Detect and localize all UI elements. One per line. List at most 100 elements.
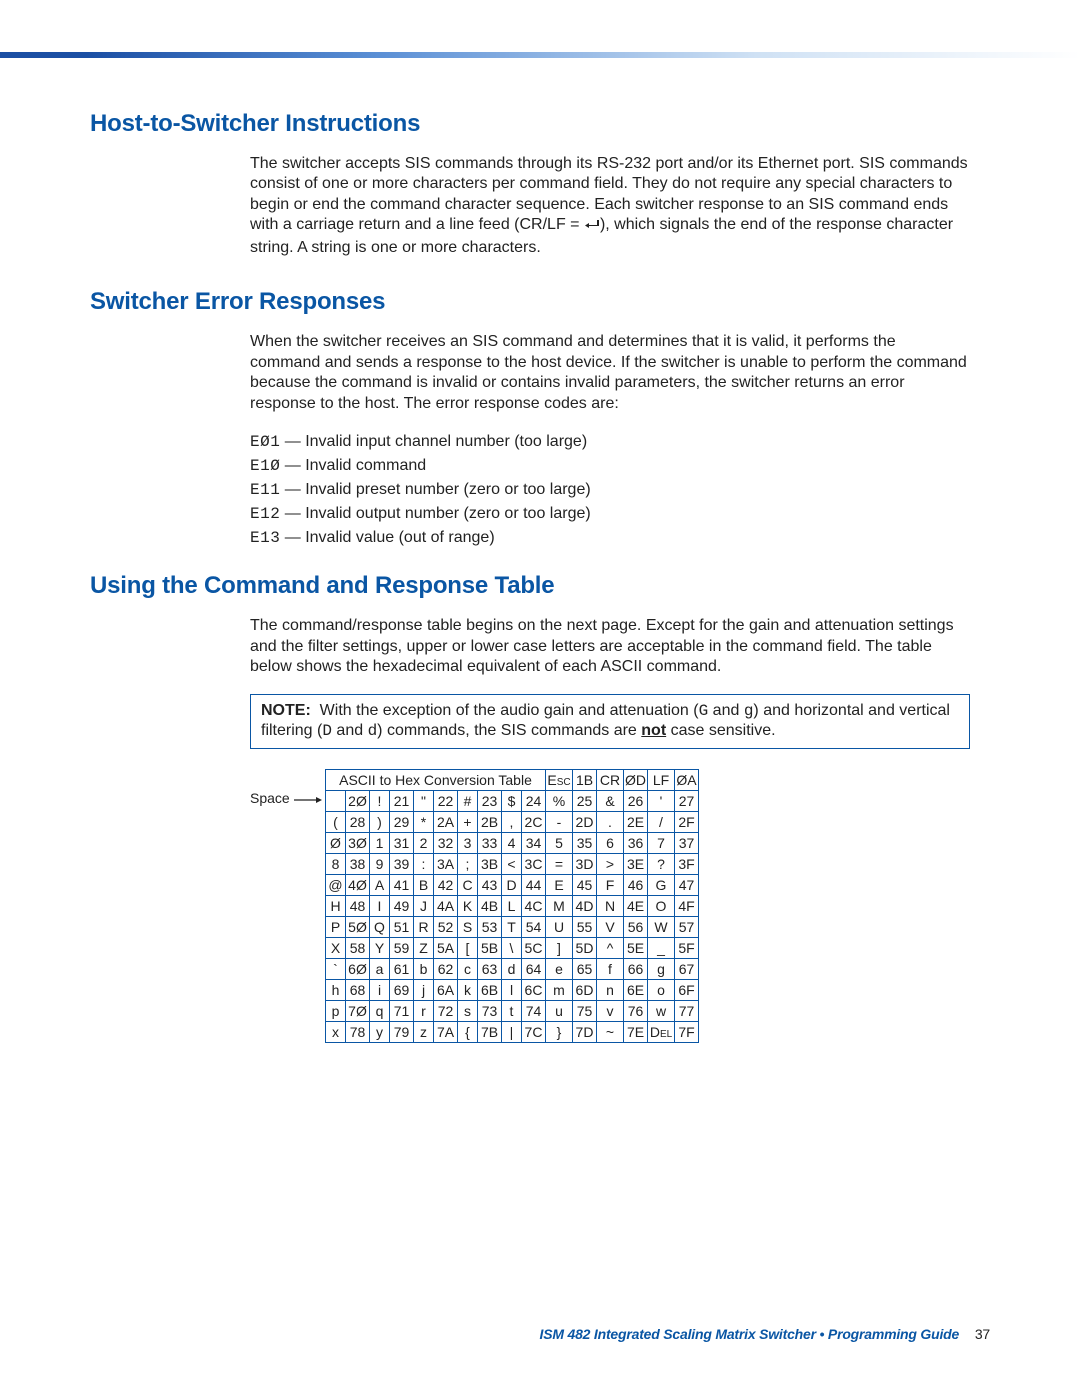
ascii-ch: i (370, 980, 390, 1001)
note-text-a: With the exception of the audio gain and… (320, 702, 699, 719)
ascii-row: x78y79z7A{7B|7C}7D~7EDel7F (326, 1022, 699, 1043)
ascii-ch: / (648, 812, 675, 833)
ascii-row: 2Ø!21"22#23$24%25&26'27 (326, 791, 699, 812)
ascii-hx: 58 (346, 938, 370, 959)
ascii-ch: + (458, 812, 478, 833)
para-command-response: The command/response table begins on the… (250, 616, 970, 677)
ascii-hx: 7C (522, 1022, 546, 1043)
ascii-hx: 2B (478, 812, 502, 833)
ascii-hx: 3Ø (346, 833, 370, 854)
ascii-hx: 3C (522, 854, 546, 875)
ascii-ch: y (370, 1022, 390, 1043)
ascii-ch: @ (326, 875, 346, 896)
ascii-hx: 33 (478, 833, 502, 854)
ascii-hx: 41 (390, 875, 414, 896)
ascii-hx: 29 (390, 812, 414, 833)
ascii-ch: P (326, 917, 346, 938)
heading-host-to-switcher: Host-to-Switcher Instructions (90, 110, 990, 138)
ascii-hx: 61 (390, 959, 414, 980)
ascii-hx: 4D (573, 896, 597, 917)
ascii-hx: 6B (478, 980, 502, 1001)
ascii-ch: K (458, 896, 478, 917)
error-desc: — Invalid value (out of range) (280, 529, 494, 546)
ascii-table-title: ASCII to Hex Conversion Table (326, 770, 546, 791)
ascii-hx: 5F (675, 938, 699, 959)
note-and2: and (332, 722, 368, 739)
ascii-hx: 28 (346, 812, 370, 833)
ascii-ch: C (458, 875, 478, 896)
ascii-hx: 6Ø (346, 959, 370, 980)
ascii-ch: M (546, 896, 573, 917)
ascii-hx: 56 (624, 917, 648, 938)
error-desc: — Invalid command (280, 457, 426, 474)
ascii-header-ch: CR (597, 770, 624, 791)
ascii-header-hx: ØA (675, 770, 699, 791)
content-column: Host-to-Switcher Instructions The switch… (90, 110, 990, 1043)
ascii-ch: \ (502, 938, 522, 959)
ascii-hx: 2C (522, 812, 546, 833)
top-gradient-bar (0, 52, 1080, 58)
ascii-hx: 77 (675, 1001, 699, 1022)
ascii-hx: 34 (522, 833, 546, 854)
ascii-ch: $ (502, 791, 522, 812)
ascii-ch: > (597, 854, 624, 875)
ascii-hx: 2F (675, 812, 699, 833)
ascii-ch: 5 (546, 833, 573, 854)
ascii-row: X58Y59Z5A[5B\5C]5D^5E_5F (326, 938, 699, 959)
space-label-text: Space (250, 790, 290, 806)
ascii-hx: 38 (346, 854, 370, 875)
ascii-hx: 7F (675, 1022, 699, 1043)
page-number: 37 (975, 1326, 990, 1342)
ascii-hx: 73 (478, 1001, 502, 1022)
ascii-hx: 26 (624, 791, 648, 812)
ascii-ch: | (502, 1022, 522, 1043)
ascii-ch: l (502, 980, 522, 1001)
ascii-ch: Q (370, 917, 390, 938)
ascii-hx: 4A (434, 896, 458, 917)
ascii-hx: 59 (390, 938, 414, 959)
ascii-row: p7Øq71r72s73t74u75v76w77 (326, 1001, 699, 1022)
ascii-hx: 47 (675, 875, 699, 896)
ascii-ch: H (326, 896, 346, 917)
ascii-hx: 5C (522, 938, 546, 959)
ascii-ch: q (370, 1001, 390, 1022)
ascii-row: `6Øa61b62c63d64e65f66g67 (326, 959, 699, 980)
page-footer: ISM 482 Integrated Scaling Matrix Switch… (540, 1326, 991, 1342)
ascii-hx: 25 (573, 791, 597, 812)
ascii-ch: 7 (648, 833, 675, 854)
ascii-ch: j (414, 980, 434, 1001)
ascii-ch: ] (546, 938, 573, 959)
ascii-ch: 2 (414, 833, 434, 854)
ascii-hx: 3A (434, 854, 458, 875)
ascii-hx: 5D (573, 938, 597, 959)
ascii-ch: V (597, 917, 624, 938)
ascii-ch: T (502, 917, 522, 938)
ascii-ch: x (326, 1022, 346, 1043)
ascii-hx: 49 (390, 896, 414, 917)
ascii-ch: m (546, 980, 573, 1001)
ascii-ch: L (502, 896, 522, 917)
ascii-row: (28)29*2A+2B,2C-2D.2E/2F (326, 812, 699, 833)
ascii-hex-table: ASCII to Hex Conversion TableEsc1BCRØDLF… (325, 769, 699, 1043)
para-host-to-switcher: The switcher accepts SIS commands throug… (250, 154, 970, 258)
ascii-hx: 62 (434, 959, 458, 980)
ascii-ch: ( (326, 812, 346, 833)
ascii-header-hx: 1B (573, 770, 597, 791)
ascii-ch: 8 (326, 854, 346, 875)
ascii-hx: 74 (522, 1001, 546, 1022)
ascii-ch: D (502, 875, 522, 896)
ascii-ch: . (597, 812, 624, 833)
space-label: Space (250, 790, 322, 807)
ascii-ch: J (414, 896, 434, 917)
error-row: E13 — Invalid value (out of range) (250, 526, 970, 550)
ascii-ch: 1 (370, 833, 390, 854)
ascii-hx: 7Ø (346, 1001, 370, 1022)
ascii-ch: ? (648, 854, 675, 875)
ascii-hx: 54 (522, 917, 546, 938)
ascii-row: @4ØA41B42C43D44E45F46G47 (326, 875, 699, 896)
ascii-ch: : (414, 854, 434, 875)
ascii-ch: r (414, 1001, 434, 1022)
ascii-hx: 7B (478, 1022, 502, 1043)
ascii-hx: 7E (624, 1022, 648, 1043)
para-switcher-error: When the switcher receives an SIS comman… (250, 332, 970, 414)
